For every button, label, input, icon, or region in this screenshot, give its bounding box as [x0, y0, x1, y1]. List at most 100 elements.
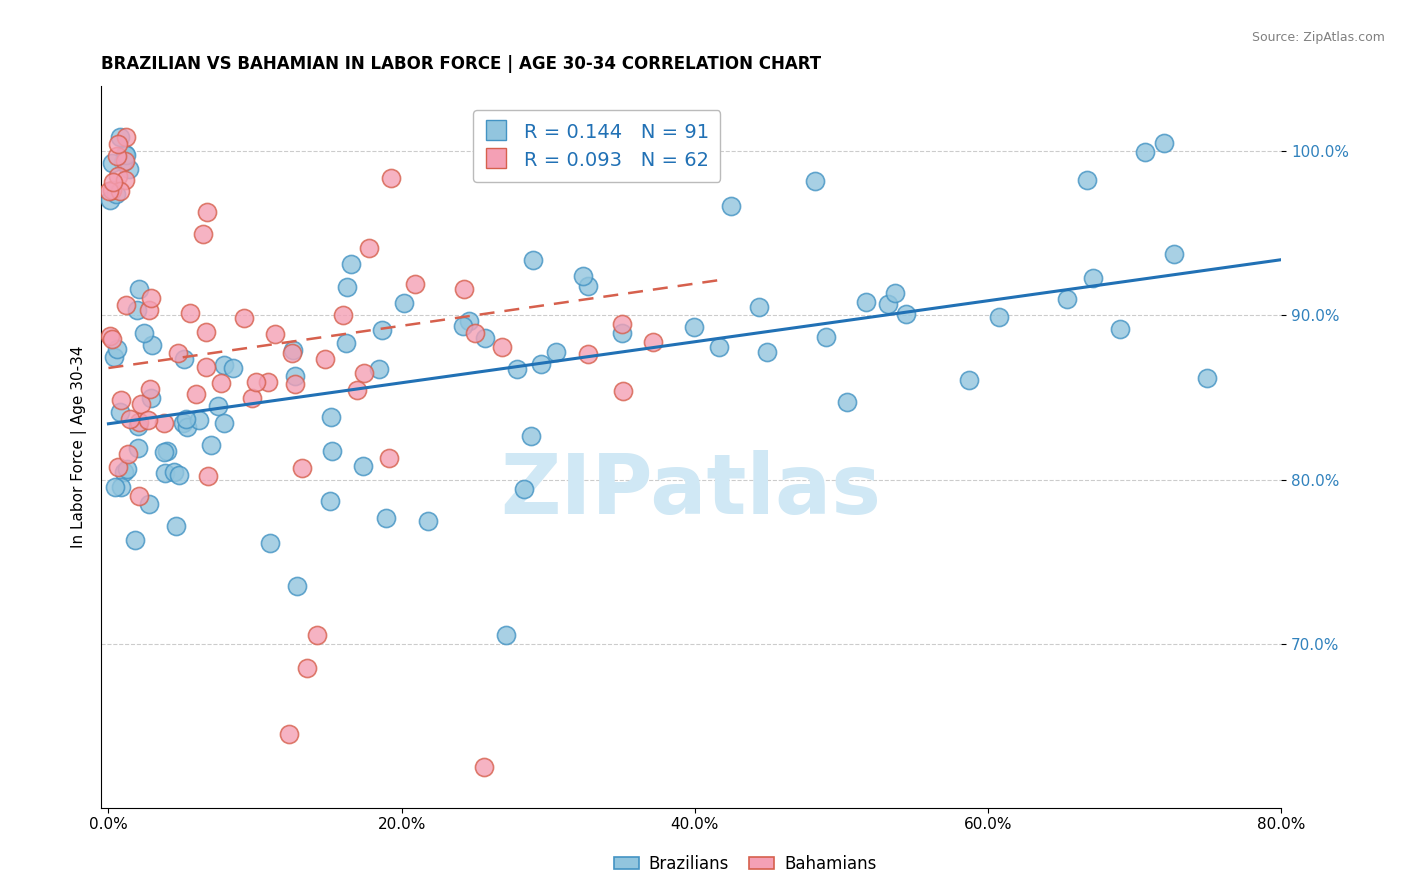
- Point: [612, 384, 634, 399]
- Point: [222, 360, 245, 375]
- Point: [156, 444, 179, 458]
- Point: [576, 278, 599, 293]
- Point: [153, 445, 176, 459]
- Point: [117, 447, 139, 461]
- Point: [114, 172, 136, 186]
- Point: [138, 413, 160, 427]
- Point: [374, 511, 396, 525]
- Point: [118, 161, 141, 176]
- Point: [200, 438, 222, 452]
- Point: [110, 392, 132, 407]
- Point: [340, 257, 363, 271]
- Point: [103, 350, 125, 364]
- Point: [748, 300, 770, 314]
- Point: [104, 480, 127, 494]
- Point: [683, 319, 706, 334]
- Point: [371, 323, 394, 337]
- Point: [167, 467, 190, 482]
- Point: [163, 465, 186, 479]
- Point: [610, 317, 633, 331]
- Point: [506, 361, 529, 376]
- Point: [1163, 246, 1185, 260]
- Text: Source: ZipAtlas.com: Source: ZipAtlas.com: [1251, 31, 1385, 45]
- Point: [884, 286, 907, 301]
- Point: [259, 535, 281, 549]
- Text: BRAZILIAN VS BAHAMIAN IN LABOR FORCE | AGE 30-34 CORRELATION CHART: BRAZILIAN VS BAHAMIAN IN LABOR FORCE | A…: [101, 55, 821, 73]
- Point: [127, 442, 149, 456]
- Point: [295, 661, 318, 675]
- Point: [107, 460, 129, 475]
- Point: [335, 336, 357, 351]
- Text: ZIPatlas: ZIPatlas: [501, 450, 882, 531]
- Point: [108, 184, 131, 198]
- Point: [115, 462, 138, 476]
- Point: [814, 330, 837, 344]
- Point: [380, 171, 402, 186]
- Point: [522, 252, 544, 267]
- Point: [257, 376, 280, 390]
- Point: [240, 392, 263, 406]
- Point: [720, 199, 742, 213]
- Point: [451, 318, 474, 333]
- Point: [709, 340, 731, 354]
- Point: [416, 514, 439, 528]
- Point: [519, 429, 541, 443]
- Point: [184, 386, 207, 401]
- Point: [173, 352, 195, 367]
- Point: [474, 759, 496, 773]
- Point: [209, 376, 232, 391]
- Point: [138, 382, 160, 396]
- Point: [404, 277, 426, 292]
- Point: [464, 326, 486, 340]
- Point: [141, 391, 163, 405]
- Point: [195, 325, 218, 339]
- Point: [139, 291, 162, 305]
- Point: [207, 400, 229, 414]
- Point: [837, 394, 859, 409]
- Point: [179, 306, 201, 320]
- Point: [457, 314, 479, 328]
- Point: [115, 298, 138, 312]
- Point: [128, 282, 150, 296]
- Point: [1195, 371, 1218, 385]
- Point: [195, 204, 218, 219]
- Point: [153, 416, 176, 430]
- Point: [287, 579, 309, 593]
- Point: [172, 416, 194, 430]
- Point: [264, 326, 287, 341]
- Point: [104, 186, 127, 201]
- Point: [105, 343, 128, 357]
- Point: [641, 335, 664, 350]
- Point: [118, 412, 141, 426]
- Point: [530, 357, 553, 371]
- Point: [491, 340, 513, 354]
- Point: [321, 444, 343, 458]
- Point: [1133, 145, 1156, 160]
- Point: [100, 155, 122, 169]
- Point: [1081, 271, 1104, 285]
- Point: [165, 518, 187, 533]
- Point: [378, 451, 401, 466]
- Point: [367, 362, 389, 376]
- Point: [212, 416, 235, 430]
- Point: [114, 130, 136, 145]
- Point: [195, 359, 218, 374]
- Point: [132, 326, 155, 340]
- Point: [138, 303, 160, 318]
- Point: [353, 366, 375, 380]
- Point: [291, 460, 314, 475]
- Point: [138, 496, 160, 510]
- Point: [114, 148, 136, 162]
- Point: [193, 227, 215, 241]
- Point: [281, 345, 304, 359]
- Point: [107, 169, 129, 183]
- Point: [100, 193, 122, 207]
- Point: [1056, 293, 1078, 307]
- Point: [101, 175, 124, 189]
- Point: [128, 489, 150, 503]
- Point: [212, 358, 235, 372]
- Point: [1109, 322, 1132, 336]
- Point: [110, 130, 132, 145]
- Point: [112, 465, 135, 479]
- Point: [352, 459, 374, 474]
